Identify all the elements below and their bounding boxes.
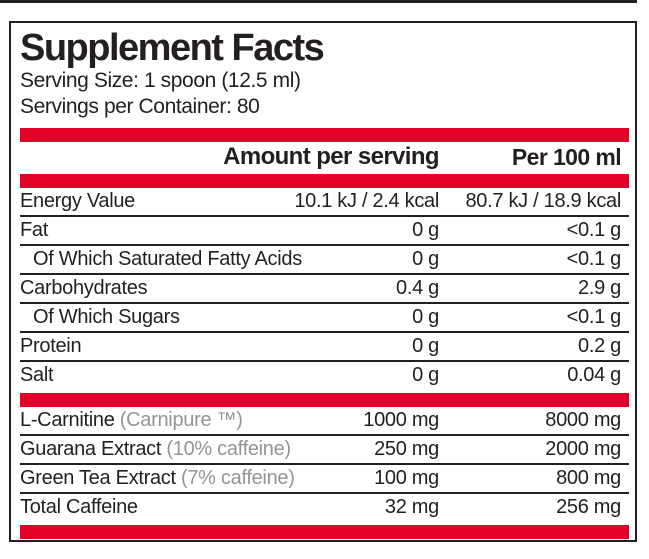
ingredient-amount: 250 mg — [374, 438, 439, 460]
panel-title: Supplement Facts — [20, 27, 325, 69]
nutrient-name: Energy Value — [20, 190, 135, 212]
ingredients-section: L-Carnitine (Carnipure ™) 1000 mg 8000 m… — [20, 407, 629, 521]
nutrient-amount: 0 g — [412, 335, 439, 357]
nutrient-amount: 0 g — [412, 364, 439, 386]
ingredient-name: L-Carnitine (Carnipure ™) — [20, 407, 363, 434]
per-100ml-column-header: Per 100 ml — [511, 144, 622, 170]
nutrient-per-100ml: 2.9 g — [578, 277, 621, 299]
red-divider-bar-middle — [20, 393, 629, 407]
supplement-facts-panel: Supplement Facts Serving Size: 1 spoon (… — [9, 21, 637, 542]
nutrient-amount: 0 g — [412, 306, 439, 328]
ingredient-name-text: Guarana Extract — [20, 438, 162, 460]
ingredient-per-100ml: 2000 mg — [545, 438, 621, 460]
ingredient-amount: 1000 mg — [363, 409, 439, 431]
ingredient-row: Guarana Extract (10% caffeine) 250 mg 20… — [20, 436, 629, 465]
nutrient-amount: 0.4 g — [396, 277, 439, 299]
ingredient-name-text: L-Carnitine — [20, 409, 115, 431]
nutrient-per-100ml: <0.1 g — [566, 248, 622, 270]
serving-size-text: Serving Size: 1 spoon (12.5 ml) — [20, 69, 301, 92]
nutrient-amount: 0 g — [412, 219, 439, 241]
nutrient-row: Of Which Sugars 0 g <0.1 g — [20, 304, 629, 333]
nutrients-section: Energy Value 10.1 kJ / 2.4 kcal 80.7 kJ … — [20, 188, 629, 389]
red-divider-bar-under-header — [20, 174, 629, 188]
servings-per-container-text: Servings per Container: 80 — [20, 95, 260, 118]
column-header-row: Amount per serving Per 100 ml — [20, 142, 629, 174]
ingredient-row: L-Carnitine (Carnipure ™) 1000 mg 8000 m… — [20, 407, 629, 436]
nutrient-row: Fat 0 g <0.1 g — [20, 217, 629, 246]
nutrient-name: Fat — [20, 219, 48, 241]
nutrient-row: Of Which Saturated Fatty Acids 0 g <0.1 … — [20, 246, 629, 275]
ingredient-per-100ml: 8000 mg — [545, 409, 621, 431]
nutrient-per-100ml: <0.1 g — [566, 306, 622, 328]
nutrient-per-100ml: 0.2 g — [578, 335, 621, 357]
red-divider-bar-top — [20, 128, 629, 142]
nutrient-name: Of Which Saturated Fatty Acids — [33, 248, 302, 270]
ingredient-per-100ml: 256 mg — [556, 496, 621, 518]
ingredient-note: (Carnipure ™) — [119, 409, 243, 431]
ingredient-note: (7% caffeine) — [181, 467, 295, 489]
amount-column-header: Amount per serving — [223, 143, 440, 170]
nutrient-amount: 10.1 kJ / 2.4 kcal — [294, 190, 439, 212]
ingredient-name: Total Caffeine — [20, 494, 385, 521]
ingredient-name-text: Total Caffeine — [20, 496, 138, 518]
ingredient-amount: 100 mg — [374, 467, 439, 489]
top-edge-line — [0, 0, 637, 3]
nutrient-amount: 0 g — [412, 248, 439, 270]
ingredient-note: (10% caffeine) — [166, 438, 291, 460]
nutrient-name: Carbohydrates — [20, 277, 148, 299]
ingredient-name: Green Tea Extract (7% caffeine) — [20, 465, 374, 492]
nutrient-row: Salt 0 g 0.04 g — [20, 362, 629, 389]
ingredient-per-100ml: 800 mg — [556, 467, 621, 489]
nutrient-row: Energy Value 10.1 kJ / 2.4 kcal 80.7 kJ … — [20, 188, 629, 217]
ingredient-name-text: Green Tea Extract — [20, 467, 176, 489]
nutrient-per-100ml: 80.7 kJ / 18.9 kcal — [465, 190, 621, 212]
nutrient-row: Carbohydrates 0.4 g 2.9 g — [20, 275, 629, 304]
nutrient-name: Salt — [20, 364, 54, 386]
nutrient-name: Of Which Sugars — [33, 306, 180, 328]
ingredient-row: Green Tea Extract (7% caffeine) 100 mg 8… — [20, 465, 629, 494]
nutrient-per-100ml: 0.04 g — [567, 364, 621, 386]
nutrient-name: Protein — [20, 335, 82, 357]
red-divider-bar-bottom — [20, 525, 629, 539]
ingredient-name: Guarana Extract (10% caffeine) — [20, 436, 374, 463]
ingredient-row: Total Caffeine 32 mg 256 mg — [20, 494, 629, 521]
nutrient-row: Protein 0 g 0.2 g — [20, 333, 629, 362]
ingredient-amount: 32 mg — [384, 496, 439, 518]
nutrient-per-100ml: <0.1 g — [566, 219, 622, 241]
